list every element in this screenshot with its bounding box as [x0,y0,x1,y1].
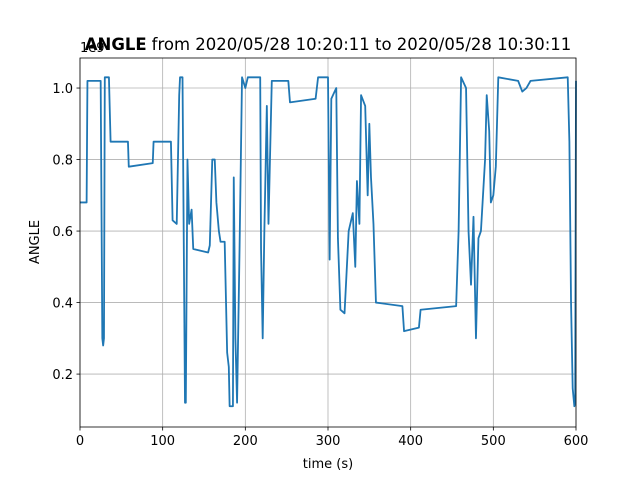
y-tick-label: 1.0 [52,82,73,97]
y-tick-label: 0.4 [52,297,73,312]
x-tick-label: 500 [481,434,506,449]
x-tick-label: 400 [398,434,423,449]
x-tick-label: 100 [150,434,175,449]
y-axis-label: ANGLE [28,220,43,264]
data-line [80,76,577,408]
title-rest: from 2020/05/28 10:20:11 to 2020/05/28 1… [152,35,572,54]
y-tick-label: 0.2 [52,368,73,383]
title-bold: ANGLE [85,35,147,54]
y-tick-label: 0.6 [52,225,73,240]
y-offset-label: 1e9 [80,41,105,56]
x-tick-label: 300 [316,434,341,449]
x-tick-label: 600 [564,434,589,449]
chart-title: ANGLE from 2020/05/28 10:20:11 to 2020/05… [85,35,572,54]
x-tick-label: 200 [233,434,258,449]
y-tick-label: 0.8 [52,154,73,169]
x-axis-label: time (s) [303,457,353,472]
plot-frame [79,57,577,428]
x-tick-label: 0 [76,434,84,449]
